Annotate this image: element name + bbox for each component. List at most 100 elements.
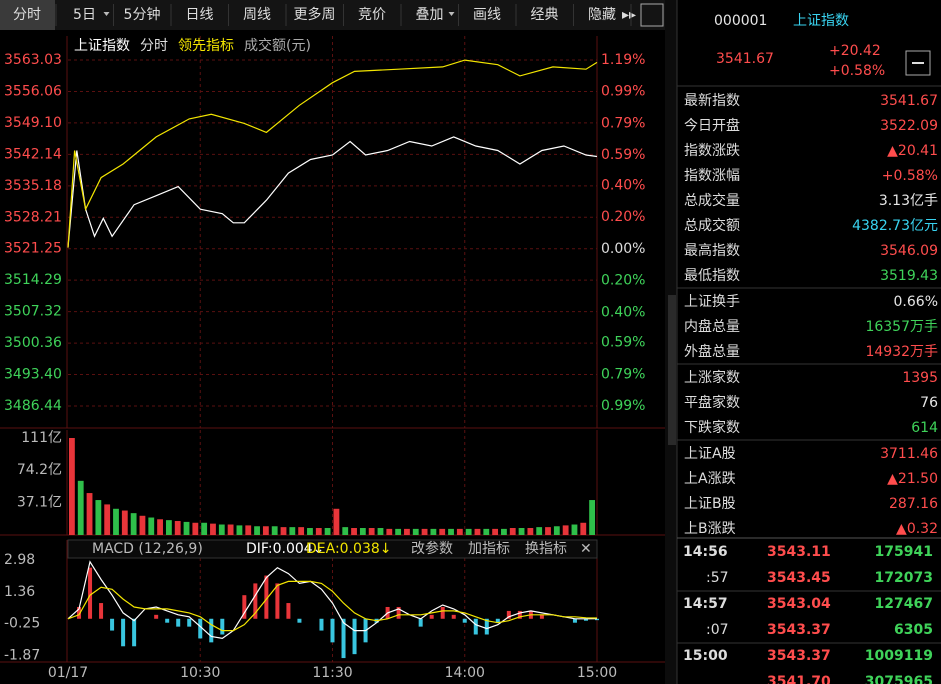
tab[interactable]: 周线 <box>243 7 271 23</box>
trade-volume: 127467 <box>875 596 933 612</box>
macd-bar <box>583 618 588 621</box>
trade-volume: 6305 <box>894 622 933 638</box>
volume-bar <box>201 522 208 535</box>
series-line <box>67 136 598 248</box>
y-tick-label: 111亿 <box>21 430 62 446</box>
trade-price: 3543.37 <box>767 648 831 664</box>
trade-price: 3543.04 <box>767 596 831 612</box>
stat-value: 4382.73亿元 <box>852 218 938 234</box>
volume-bar <box>430 528 437 535</box>
stat-value: 3519.43 <box>880 268 938 284</box>
stat-label: 今日开盘 <box>684 117 740 134</box>
trade-volume: 3075965 <box>865 674 933 684</box>
volume-bar <box>589 500 595 535</box>
series-line <box>67 560 598 640</box>
stat-value: 1395 <box>902 370 938 386</box>
y-tick-label: 3514.29 <box>4 272 62 288</box>
y-tick-label: 3500.36 <box>4 335 62 351</box>
tab[interactable]: 更多周 <box>294 6 336 23</box>
indicator-button[interactable]: 换指标 <box>525 540 567 557</box>
y-tick-label: 3521.25 <box>4 241 62 257</box>
trade-price: 3541.70 <box>767 674 831 684</box>
stat-label: 上证A股 <box>684 446 736 462</box>
stat-label: 最高指数 <box>684 242 740 259</box>
volume-bar <box>262 526 269 535</box>
macd-bar <box>418 618 423 627</box>
y2-tick-label: 0.59% <box>601 335 645 351</box>
dropdown-arrow <box>448 12 455 16</box>
macd-bar <box>517 610 522 619</box>
indicator-button[interactable]: 改参数 <box>411 540 453 557</box>
y-tick-label: 3549.10 <box>4 115 62 131</box>
change: +20.42 <box>829 43 881 59</box>
volume-bar <box>492 528 499 535</box>
volume-bar <box>580 522 587 535</box>
volume-bar <box>545 527 551 535</box>
legend-entry: 领先指标 <box>178 38 234 54</box>
splitter[interactable] <box>668 295 676 445</box>
dif-label: DIF:0.004↓ <box>246 541 324 557</box>
macd-bar <box>429 614 434 619</box>
volume-bar <box>77 480 84 535</box>
collapse-button[interactable] <box>905 50 931 76</box>
volume-bar <box>359 528 366 535</box>
trade-volume: 172073 <box>875 570 933 586</box>
y-tick-label: 3563.03 <box>4 52 62 68</box>
tab[interactable]: 日线 <box>186 7 214 23</box>
volume-bar <box>183 521 190 535</box>
macd-bar <box>77 606 82 619</box>
volume-bar <box>157 519 163 535</box>
macd-bar <box>506 610 511 619</box>
price: 3541.67 <box>716 51 774 67</box>
tab[interactable]: 经典 <box>531 7 559 23</box>
volume-bar <box>421 528 428 535</box>
more-icon[interactable]: ▸▸ <box>622 7 636 23</box>
y2-tick-label: 0.40% <box>601 304 645 320</box>
volume-bar <box>86 493 93 535</box>
stat-value: 287.16 <box>889 496 938 512</box>
macd-bar <box>330 618 335 643</box>
tab[interactable]: 分时 <box>13 7 41 23</box>
stat-label: 上涨家数 <box>684 369 740 386</box>
tab[interactable]: 叠加 <box>416 7 444 23</box>
expand-icon[interactable] <box>640 3 664 27</box>
stat-value: 3711.46 <box>880 446 938 462</box>
volume-bar <box>333 508 340 535</box>
trade-price: 3543.11 <box>767 544 831 560</box>
indicator-button[interactable]: 加指标 <box>468 541 510 557</box>
volume-bar <box>474 528 481 535</box>
x-tick-label: 14:00 <box>445 665 485 681</box>
macd-bar <box>110 618 115 631</box>
volume-bar <box>174 521 181 535</box>
tab[interactable]: 画线 <box>473 7 501 23</box>
stat-label: 内盘总量 <box>684 318 740 335</box>
volume-bar <box>121 510 128 535</box>
macd-bar <box>154 614 159 619</box>
tab[interactable]: 隐藏 <box>588 7 616 23</box>
y-tick-label: 1.36 <box>4 584 35 600</box>
stat-value: 3546.09 <box>880 243 938 259</box>
volume-bar <box>509 528 516 535</box>
close-icon[interactable]: ✕ <box>580 541 592 557</box>
volume-bar <box>465 528 472 535</box>
y-tick-label: 3507.32 <box>4 304 62 320</box>
volume-bar <box>113 508 119 535</box>
trade-time: 15:00 <box>683 648 728 664</box>
macd-bar <box>176 618 181 627</box>
macd-bar <box>462 618 467 623</box>
tab[interactable]: 5日 <box>73 7 96 23</box>
volume-bar <box>236 525 243 535</box>
stat-label: 下跌家数 <box>684 419 740 436</box>
y2-tick-label: 0.79% <box>601 115 645 131</box>
stat-value: 0.66% <box>894 294 938 310</box>
volume-bar <box>324 528 331 535</box>
x-tick-label: 11:30 <box>312 665 352 681</box>
macd-bar <box>88 567 93 619</box>
tab[interactable]: 5分钟 <box>124 6 161 23</box>
y2-tick-label: 0.00% <box>601 241 645 257</box>
macd-bar <box>352 618 357 655</box>
tab[interactable]: 竞价 <box>358 6 386 23</box>
volume-bar <box>130 513 137 535</box>
y-tick-label: 2.98 <box>4 552 35 568</box>
